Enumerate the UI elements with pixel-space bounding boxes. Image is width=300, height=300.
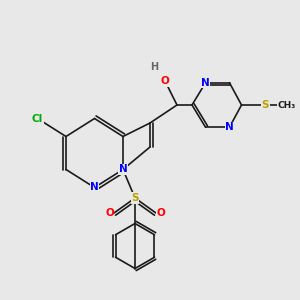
Text: H: H — [150, 62, 159, 73]
Text: O: O — [156, 208, 165, 218]
Text: S: S — [131, 193, 139, 203]
Text: O: O — [160, 76, 169, 86]
Text: O: O — [105, 208, 114, 218]
Text: N: N — [201, 78, 210, 88]
Text: S: S — [262, 100, 269, 110]
Text: N: N — [118, 164, 127, 175]
Text: Cl: Cl — [32, 113, 43, 124]
Text: N: N — [225, 122, 234, 132]
Text: N: N — [90, 182, 99, 193]
Text: CH₃: CH₃ — [278, 100, 296, 109]
